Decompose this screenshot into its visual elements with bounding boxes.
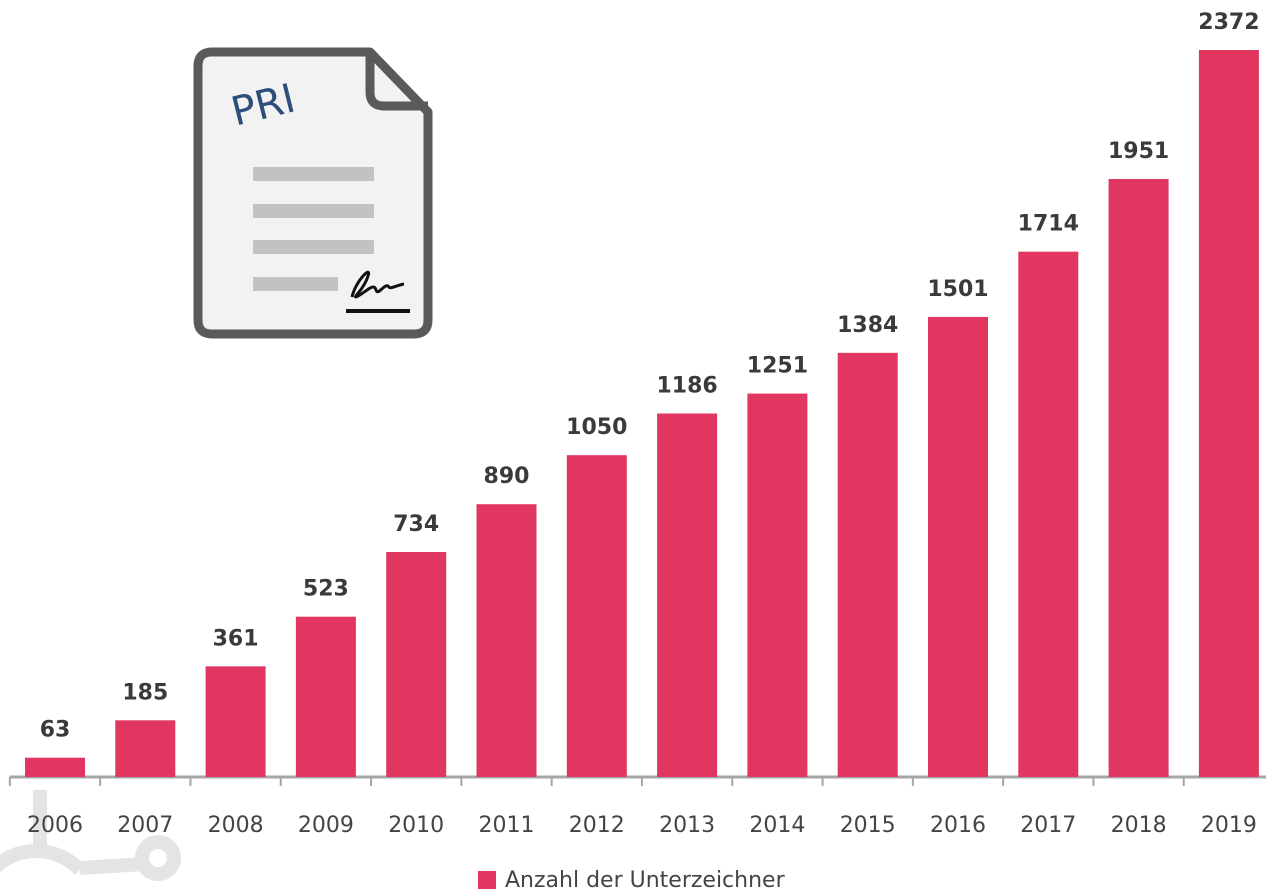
bar xyxy=(1198,50,1259,777)
x-tick-label: 2012 xyxy=(569,813,625,838)
bar xyxy=(205,666,266,777)
bar xyxy=(566,455,627,777)
data-label: 63 xyxy=(40,718,71,743)
bar xyxy=(386,552,447,777)
data-label: 734 xyxy=(393,512,439,537)
data-label: 1186 xyxy=(656,374,717,399)
bar xyxy=(25,757,85,777)
data-label: 523 xyxy=(303,577,349,602)
legend-swatch xyxy=(478,871,496,889)
data-label: 1251 xyxy=(747,354,808,379)
data-label: 1501 xyxy=(927,277,988,302)
x-tick-label: 2009 xyxy=(298,813,354,838)
x-tick-label: 2014 xyxy=(749,813,805,838)
x-tick-label: 2015 xyxy=(840,813,896,838)
x-tick-label: 2007 xyxy=(117,813,173,838)
x-tick-label: 2008 xyxy=(208,813,264,838)
bar xyxy=(1108,179,1169,777)
data-label: 1714 xyxy=(1018,212,1079,237)
data-label: 1050 xyxy=(566,415,627,440)
document-icon: PRI xyxy=(193,47,433,339)
data-label: 185 xyxy=(122,680,168,705)
bar xyxy=(1018,251,1079,778)
data-label: 1384 xyxy=(837,313,898,338)
x-tick-label: 2019 xyxy=(1201,813,1257,838)
bar xyxy=(476,504,537,777)
data-label: 890 xyxy=(484,464,530,489)
data-label: 2372 xyxy=(1198,10,1259,35)
bar xyxy=(837,352,898,777)
x-tick-label: 2018 xyxy=(1111,813,1167,838)
bar xyxy=(747,393,808,777)
bar xyxy=(657,413,718,777)
bar xyxy=(295,616,356,777)
x-tick-label: 2016 xyxy=(930,813,986,838)
x-tick-label: 2006 xyxy=(27,813,83,838)
legend-label: Anzahl der Unterzeichner xyxy=(505,868,786,890)
data-label: 1951 xyxy=(1108,139,1169,164)
x-tick-label: 2017 xyxy=(1020,813,1076,838)
x-tick-label: 2013 xyxy=(659,813,715,838)
x-tick-label: 2010 xyxy=(388,813,444,838)
data-label: 361 xyxy=(213,626,259,651)
x-tick-label: 2011 xyxy=(479,813,535,838)
logo xyxy=(0,790,181,881)
bar xyxy=(928,316,988,777)
bar xyxy=(115,720,176,777)
